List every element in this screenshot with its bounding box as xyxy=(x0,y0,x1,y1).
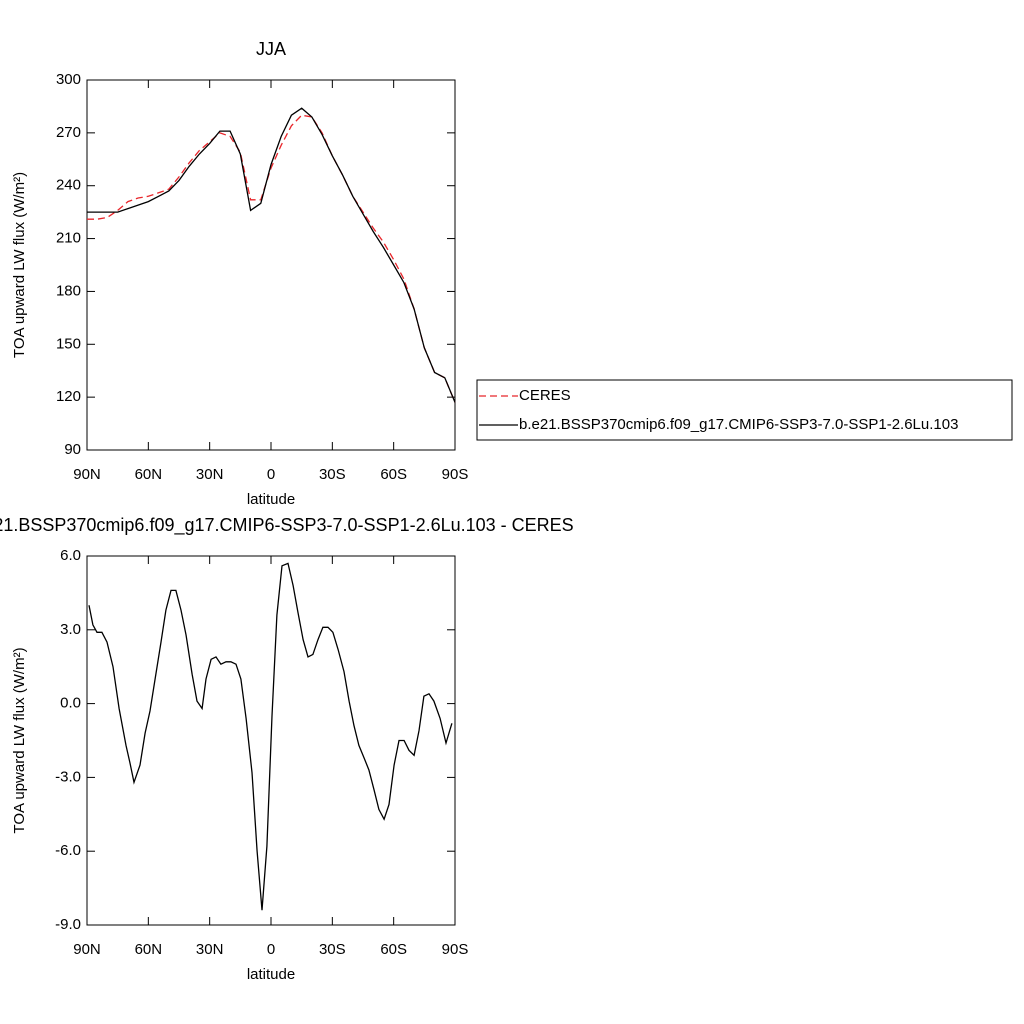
y-tick-label: -6.0 xyxy=(55,842,81,859)
data-line xyxy=(87,107,456,403)
y-tick-label: 90 xyxy=(64,441,81,458)
y-tick-label: -9.0 xyxy=(55,916,81,933)
legend-box xyxy=(476,379,1013,441)
y-tick-label: 210 xyxy=(56,230,81,247)
x-axis-label: latitude xyxy=(247,966,295,983)
y-tick-label: 240 xyxy=(56,177,81,194)
data-line xyxy=(88,562,453,911)
x-tick-label: 60N xyxy=(135,941,163,958)
y-tick-label: 150 xyxy=(56,335,81,352)
chart-title: JJA xyxy=(256,39,286,59)
y-tick-label: 120 xyxy=(56,388,81,405)
x-tick-label: 30N xyxy=(196,941,224,958)
x-tick-label: 60S xyxy=(380,466,407,483)
x-tick-label: 90N xyxy=(73,941,101,958)
y-tick-label: -3.0 xyxy=(55,768,81,785)
y-tick-label: 300 xyxy=(56,71,81,88)
y-axis-label: TOA upward LW flux (W/m²) xyxy=(11,172,28,358)
plot-frame xyxy=(86,79,456,451)
x-tick-label: 0 xyxy=(267,941,275,958)
x-tick-label: 30N xyxy=(196,466,224,483)
x-tick-label: 0 xyxy=(267,466,275,483)
chart-title: b.e21.BSSP370cmip6.f09_g17.CMIP6-SSP3-7.… xyxy=(0,515,574,536)
data-line xyxy=(87,114,456,403)
plot-frame xyxy=(86,555,456,926)
y-tick-label: 180 xyxy=(56,282,81,299)
x-tick-label: 30S xyxy=(319,466,346,483)
y-tick-label: 0.0 xyxy=(60,695,81,712)
legend-label: CERES xyxy=(519,387,571,404)
y-tick-label: 3.0 xyxy=(60,621,81,638)
x-tick-label: 60S xyxy=(380,941,407,958)
x-tick-label: 90N xyxy=(73,466,101,483)
y-tick-label: 6.0 xyxy=(60,547,81,564)
y-axis-label: TOA upward LW flux (W/m²) xyxy=(11,647,28,833)
x-tick-label: 90S xyxy=(442,466,469,483)
x-tick-label: 60N xyxy=(135,466,163,483)
legend-label: b.e21.BSSP370cmip6.f09_g17.CMIP6-SSP3-7.… xyxy=(519,416,958,433)
x-tick-label: 30S xyxy=(319,941,346,958)
x-axis-label: latitude xyxy=(247,491,295,508)
x-tick-label: 90S xyxy=(442,941,469,958)
y-tick-label: 270 xyxy=(56,124,81,141)
